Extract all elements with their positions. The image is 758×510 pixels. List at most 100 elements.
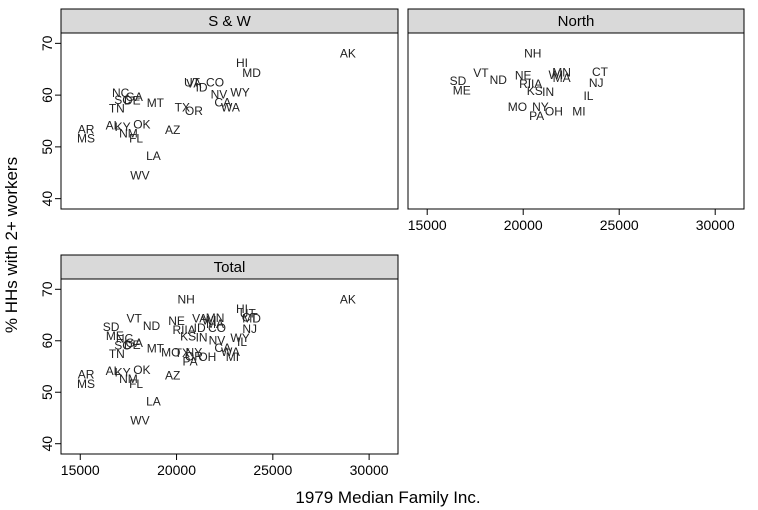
x-tick-label: 15000	[408, 217, 447, 233]
data-point-label: AZ	[165, 123, 180, 137]
data-point-label: CT	[592, 65, 609, 79]
data-point-label: VA	[192, 312, 207, 326]
data-point-label: DE	[124, 93, 141, 107]
data-point-label: CO	[208, 321, 226, 335]
data-point-label: NJ	[242, 322, 257, 336]
data-point-label: NJ	[589, 76, 604, 90]
data-point-label: WI	[549, 68, 564, 82]
y-tick-label: 40	[39, 436, 55, 452]
data-point-label: ME	[106, 329, 124, 343]
y-axis-label: % HHs with 2+ workers	[2, 157, 21, 333]
data-point-label: NE	[168, 314, 185, 328]
data-point-label: DE	[124, 338, 141, 352]
data-point-label: WI	[202, 314, 217, 328]
data-point-label: SC	[114, 93, 131, 107]
data-point-label: RI	[172, 323, 184, 337]
data-point-label: MI	[226, 350, 239, 364]
data-point-label: AR	[78, 368, 95, 382]
data-point-label: IN	[196, 331, 208, 345]
x-tick-label: 20000	[504, 217, 543, 233]
data-point-label: WA	[221, 345, 240, 359]
panel-frame	[407, 32, 745, 210]
y-tick-label: 70	[39, 281, 55, 297]
data-point-label: HI	[236, 56, 248, 70]
data-point-label: ID	[196, 80, 208, 94]
data-point-label: MD	[242, 66, 261, 80]
data-point-label: AL	[106, 119, 121, 133]
data-point-label: VA	[186, 77, 201, 91]
data-point-label: VT	[473, 66, 489, 80]
x-tick-label: 30000	[350, 462, 389, 478]
y-tick-label: 70	[39, 35, 55, 51]
data-point-label: CT	[242, 311, 259, 325]
panel-strip-label: North	[558, 13, 595, 30]
data-point-label: PA	[182, 354, 197, 368]
panel-strip-label: S & W	[208, 13, 251, 30]
data-point-label: OK	[133, 118, 150, 132]
data-point-label: IL	[237, 335, 247, 349]
data-point-label: MN	[552, 65, 571, 79]
data-point-label: ND	[143, 319, 161, 333]
data-point-label: SD	[450, 74, 467, 88]
data-point-label: WV	[130, 168, 149, 182]
data-point-label: UT	[240, 306, 257, 320]
data-point-label: IA	[531, 77, 542, 91]
data-point-label: FL	[129, 132, 143, 146]
data-point-label: MT	[147, 96, 165, 110]
data-point-label: NM	[119, 126, 138, 140]
data-point-label: NC	[116, 332, 134, 346]
data-point-label: NY	[186, 346, 203, 360]
data-point-label: UT	[184, 76, 201, 90]
data-point-label: SD	[103, 320, 120, 334]
data-point-label: IN	[542, 85, 554, 99]
data-point-label: WA	[221, 101, 240, 115]
data-point-label: MS	[77, 132, 95, 146]
data-point-label: TX	[175, 346, 190, 360]
y-tick-label: 40	[39, 191, 55, 207]
data-point-label: NH	[177, 293, 194, 307]
data-point-label: WY	[230, 86, 249, 100]
data-point-label: MD	[242, 312, 261, 326]
data-point-label: OH	[198, 350, 216, 364]
data-point-label: RI	[519, 77, 531, 91]
data-point-label: ND	[490, 73, 508, 87]
panel-frame	[60, 278, 399, 455]
data-point-label: OK	[133, 363, 150, 377]
x-axis-label: 1979 Median Family Inc.	[295, 488, 480, 507]
data-point-label: MN	[206, 311, 225, 325]
data-point-label: AR	[78, 122, 95, 136]
data-point-label: OR	[185, 104, 203, 118]
x-tick-label: 15000	[61, 462, 100, 478]
panel-frame	[60, 32, 399, 210]
data-point-label: MT	[147, 341, 165, 355]
data-point-label: AK	[340, 293, 356, 307]
data-point-label: KY	[115, 120, 131, 134]
data-point-label: CO	[206, 76, 224, 90]
panel-strip-label: Total	[214, 259, 246, 276]
data-point-label: GA	[126, 336, 143, 350]
data-point-label: KS	[527, 84, 543, 98]
data-point-label: CA	[214, 341, 231, 355]
data-point-label: ME	[453, 83, 471, 97]
panel-strip	[60, 254, 399, 280]
data-point-label: MS	[77, 377, 95, 391]
data-point-label: NH	[524, 47, 541, 61]
data-point-label: TN	[109, 347, 125, 361]
data-point-label: CA	[214, 95, 231, 109]
data-point-label: ID	[194, 321, 206, 335]
x-tick-label: 20000	[157, 462, 196, 478]
data-point-label: GA	[126, 90, 143, 104]
data-point-label: HI	[236, 302, 248, 316]
data-point-label: PA	[529, 109, 544, 123]
y-tick-label: 50	[39, 384, 55, 400]
data-point-label: NE	[515, 68, 532, 82]
data-point-label: KS	[180, 330, 196, 344]
data-point-label: SC	[114, 338, 131, 352]
data-point-label: MA	[553, 71, 571, 85]
data-point-label: NM	[119, 372, 138, 386]
x-tick-label: 25000	[600, 217, 639, 233]
data-point-label: AL	[106, 364, 121, 378]
